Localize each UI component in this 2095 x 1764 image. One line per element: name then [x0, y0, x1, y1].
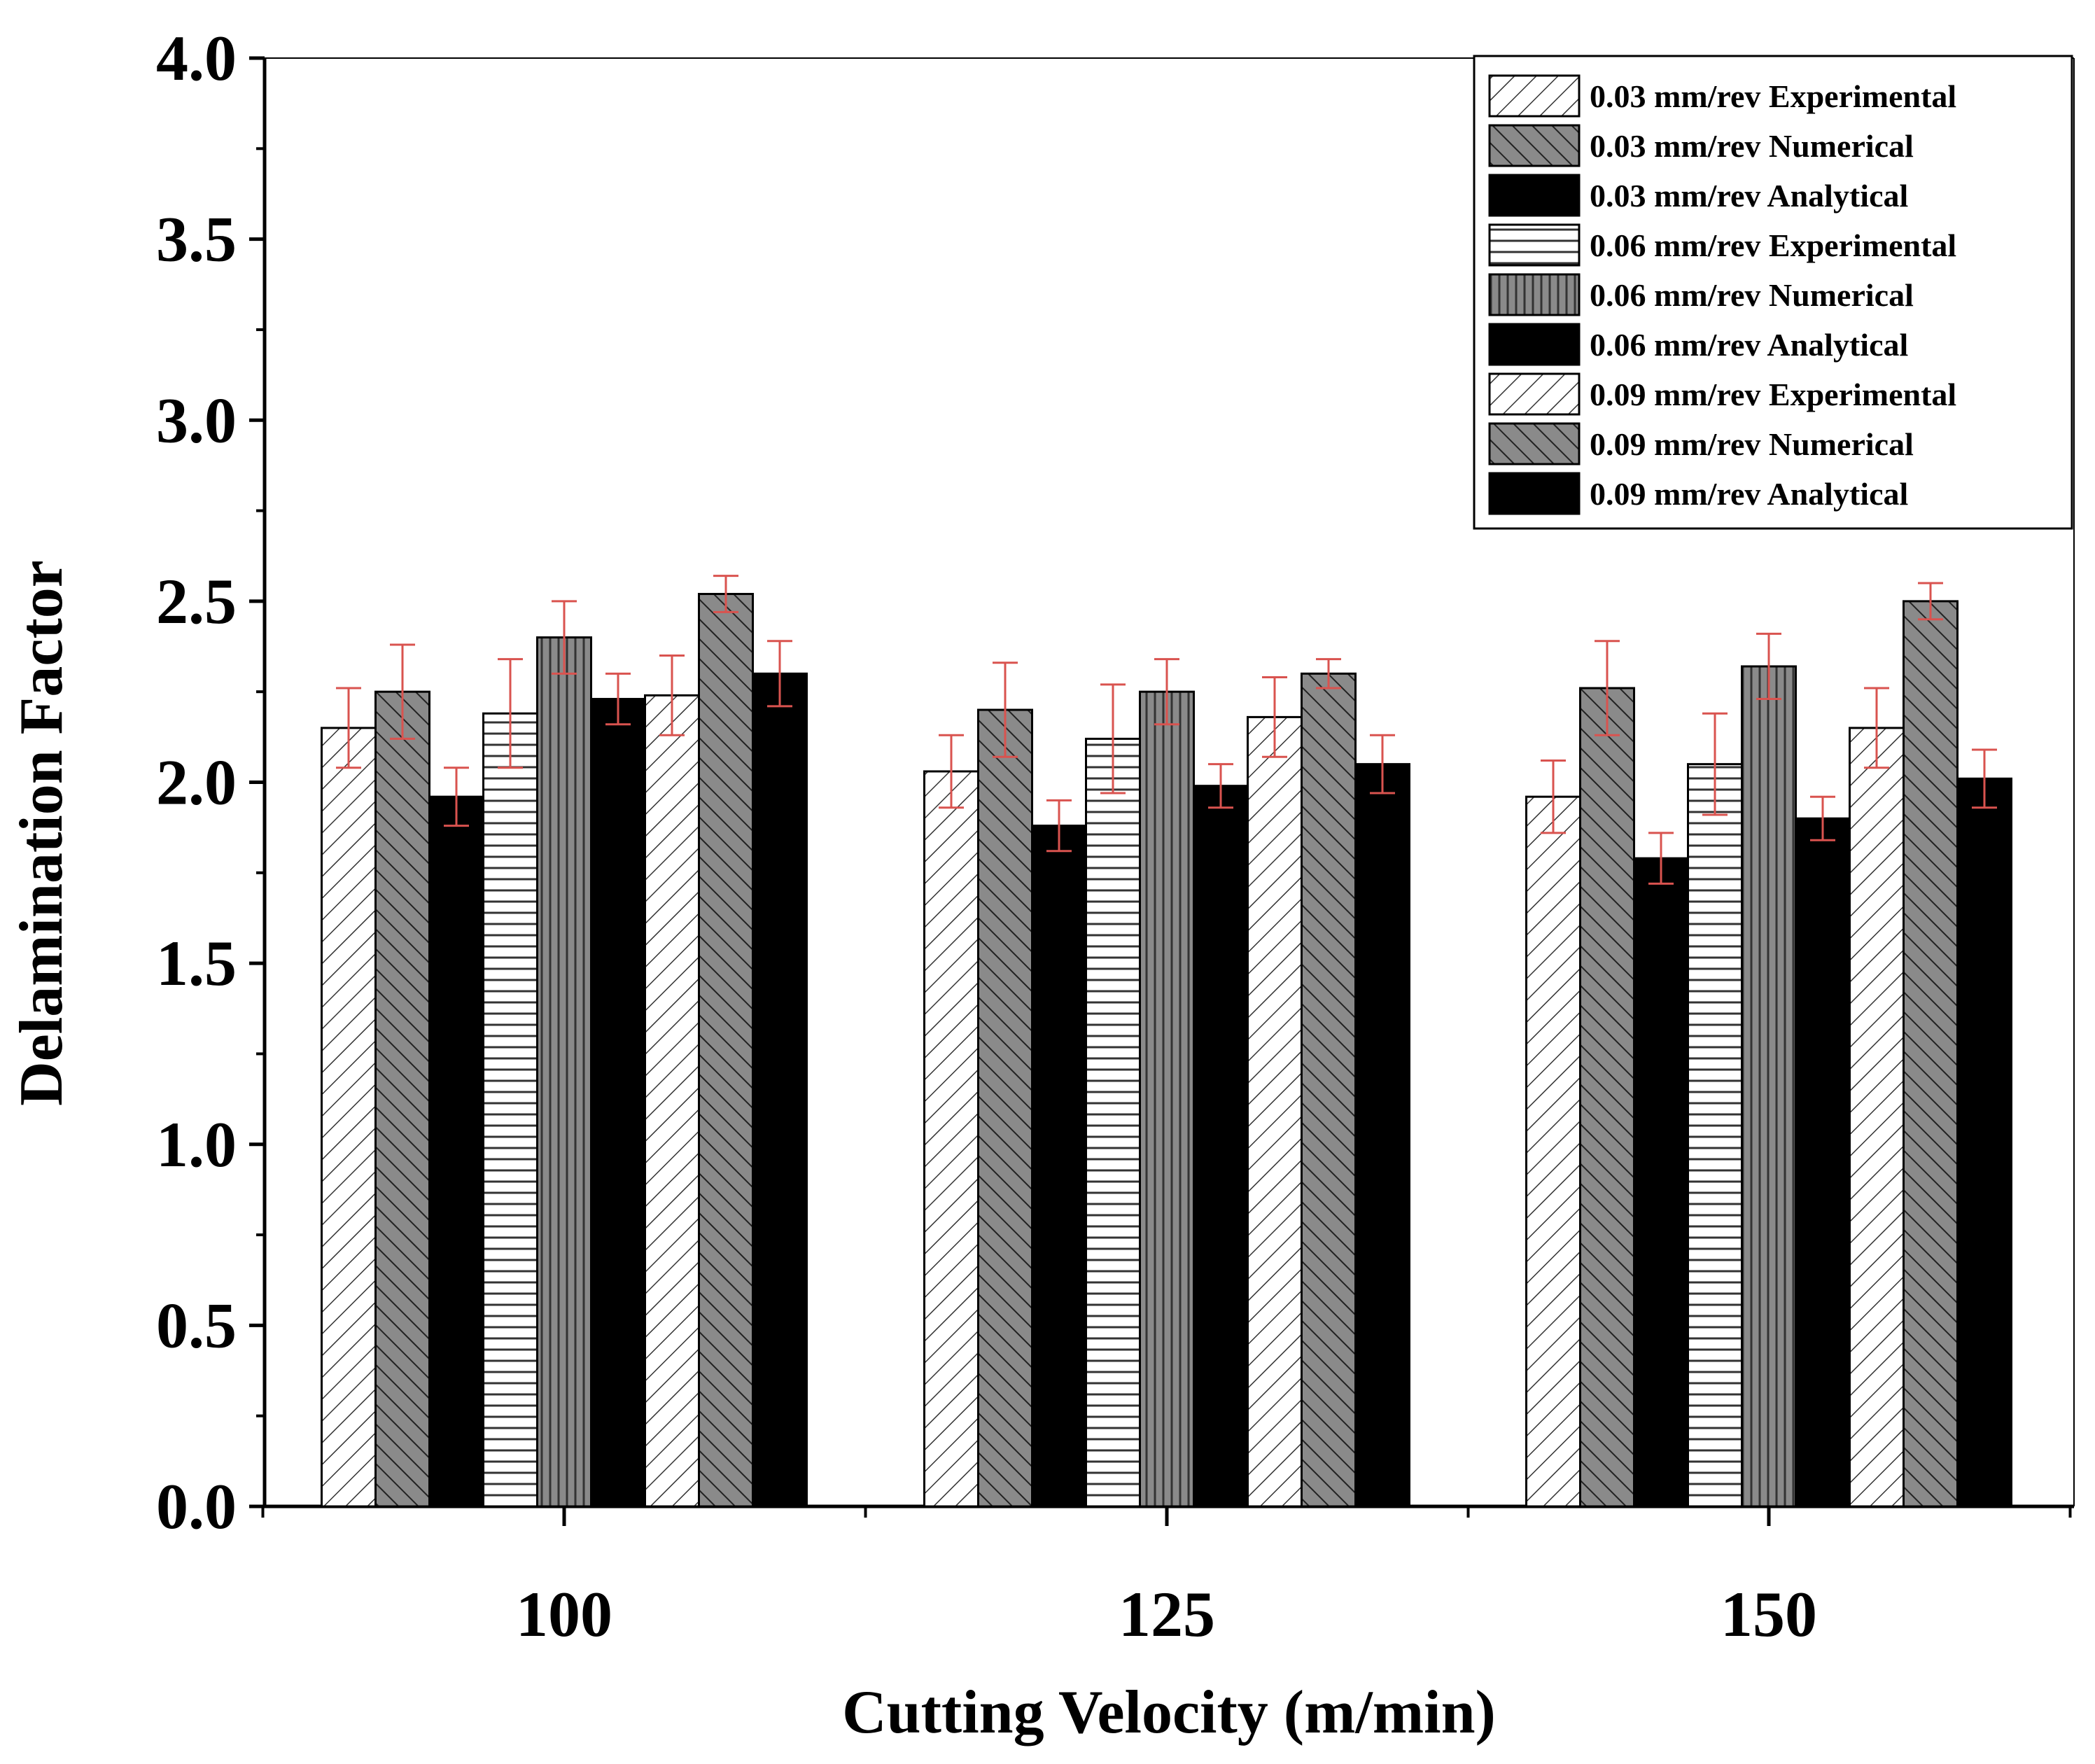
error-bar [1316, 658, 1341, 690]
legend-swatch [1488, 323, 1581, 366]
bar [1741, 665, 1797, 1508]
bar [923, 770, 979, 1508]
y-tick-label: 0.5 [156, 1289, 237, 1361]
bar [1193, 785, 1249, 1508]
x-tick-label: 150 [1721, 1578, 1817, 1650]
y-tick-label: 0.0 [156, 1471, 237, 1542]
legend-swatch [1488, 422, 1581, 465]
bar [977, 708, 1033, 1508]
error-bar [552, 600, 577, 675]
legend-label: 0.06 mm/rev Numerical [1590, 277, 1914, 313]
bar [482, 712, 538, 1508]
error-bar [1595, 640, 1620, 736]
error-bar [659, 654, 685, 736]
bar [536, 636, 592, 1508]
error-bar [1648, 832, 1674, 885]
legend-label: 0.06 mm/rev Analytical [1590, 327, 1908, 363]
bar [1031, 825, 1087, 1508]
error-bar [1100, 683, 1126, 794]
legend-swatch [1488, 223, 1581, 267]
error-bar [1702, 712, 1728, 816]
legend-label: 0.03 mm/rev Experimental [1590, 78, 1956, 114]
error-bar [1541, 759, 1566, 834]
legend-swatch [1488, 174, 1581, 217]
x-tick-label: 100 [516, 1578, 612, 1650]
error-bar [1918, 582, 1943, 621]
legend-swatch [1488, 472, 1581, 515]
bar [1687, 763, 1743, 1508]
y-tick-label: 3.5 [156, 204, 237, 275]
bar [1085, 737, 1141, 1508]
bar [1139, 690, 1195, 1508]
bar [1525, 795, 1581, 1508]
bar [590, 698, 646, 1508]
bar [1301, 672, 1357, 1508]
legend-label: 0.03 mm/rev Numerical [1590, 128, 1914, 164]
error-bar [939, 734, 964, 809]
error-bar [605, 672, 631, 726]
bar [1354, 763, 1410, 1508]
legend-swatch [1488, 74, 1581, 118]
error-bar [767, 640, 792, 708]
error-bar [444, 766, 469, 827]
x-tick-label: 125 [1119, 1578, 1215, 1650]
x-axis-title: Cutting Velocity (m/min) [842, 1679, 1496, 1746]
error-bar [390, 643, 415, 740]
error-bar [498, 658, 523, 769]
bar [1956, 777, 2012, 1508]
error-bar [1864, 687, 1889, 769]
y-tick-label: 2.5 [156, 566, 237, 637]
bar [698, 593, 754, 1508]
legend-label: 0.09 mm/rev Numerical [1590, 426, 1914, 462]
bar [1579, 687, 1635, 1508]
error-bar [713, 575, 738, 613]
legend-swatch [1488, 124, 1581, 167]
error-bar-group [336, 575, 1997, 885]
y-tick-label: 3.0 [156, 384, 237, 456]
bar [428, 795, 484, 1508]
bar [321, 727, 377, 1508]
bar [1795, 817, 1851, 1508]
error-bar [1262, 676, 1287, 758]
bar [374, 690, 430, 1508]
bar [752, 672, 808, 1508]
legend: 0.03 mm/rev Experimental 0.03 mm/rev Nume… [1473, 55, 2073, 530]
y-axis-title: Delamination Factor [8, 560, 76, 1106]
y-axis: 0.0 0.5 1.0 1.5 2.0 2.5 3.0 3.5 4.0 [156, 22, 265, 1542]
y-tick-label: 2.0 [156, 747, 237, 818]
error-bar [1154, 658, 1179, 726]
y-tick-label: 4.0 [156, 22, 237, 94]
bar [644, 694, 700, 1508]
legend-label: 0.09 mm/rev Experimental [1590, 377, 1956, 412]
y-tick-label: 1.5 [156, 927, 237, 999]
error-bar [1208, 763, 1233, 809]
error-bar [336, 687, 361, 769]
error-bar [1756, 632, 1781, 701]
error-bar [1046, 799, 1072, 853]
error-bar [1370, 734, 1395, 794]
bar [1903, 600, 1959, 1508]
bar [1633, 857, 1689, 1508]
legend-label: 0.09 mm/rev Analytical [1590, 476, 1908, 512]
legend-label: 0.06 mm/rev Experimental [1590, 227, 1956, 263]
y-tick-label: 1.0 [156, 1109, 237, 1180]
bar-series-group [321, 593, 2012, 1508]
error-bar [993, 662, 1018, 758]
bar [1849, 727, 1905, 1508]
error-bar [1810, 795, 1835, 841]
legend-swatch [1488, 372, 1581, 416]
bar [1247, 715, 1303, 1508]
legend-label: 0.03 mm/rev Analytical [1590, 178, 1908, 214]
error-bar [1972, 748, 1997, 809]
x-axis: 100 125 150 [261, 1506, 2072, 1650]
legend-swatch [1488, 273, 1581, 316]
